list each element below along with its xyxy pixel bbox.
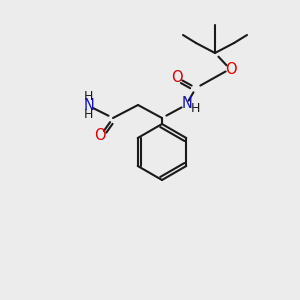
Text: N: N xyxy=(84,98,94,113)
Text: O: O xyxy=(171,70,183,85)
Text: H: H xyxy=(83,109,93,122)
Text: H: H xyxy=(83,91,93,103)
Text: H: H xyxy=(190,103,200,116)
Text: N: N xyxy=(182,97,192,112)
Text: O: O xyxy=(94,128,106,143)
Text: O: O xyxy=(225,61,237,76)
